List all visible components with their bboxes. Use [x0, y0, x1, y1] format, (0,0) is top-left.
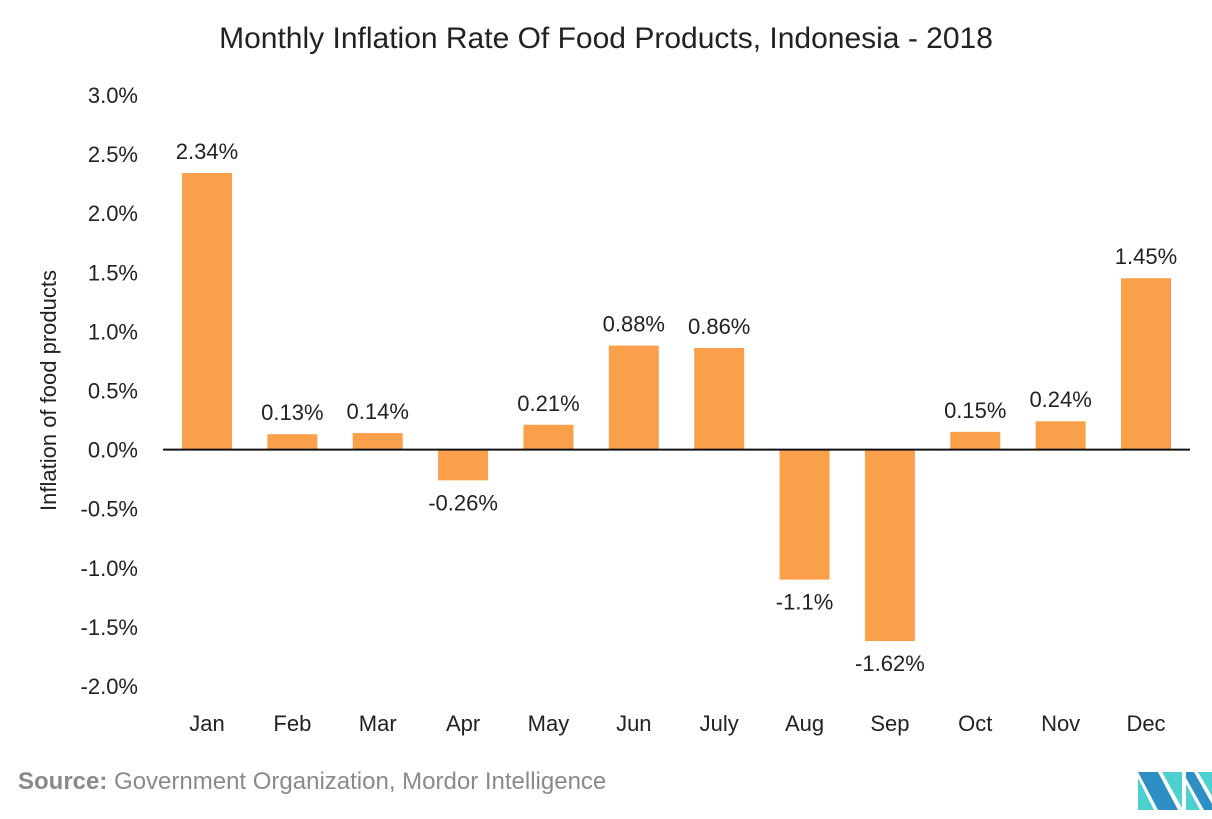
y-tick-label: 1.0%	[88, 319, 138, 344]
y-tick-label: -1.5%	[81, 615, 138, 640]
bar-dec	[1121, 278, 1171, 450]
data-label: 0.21%	[517, 391, 579, 416]
x-tick-label: Oct	[958, 711, 992, 736]
data-label: -1.62%	[855, 651, 925, 676]
x-tick-label: Mar	[359, 711, 397, 736]
bar-oct	[950, 431, 1001, 450]
x-tick-label: Aug	[785, 711, 824, 736]
data-label: 2.34%	[176, 139, 238, 164]
chart-title: Monthly Inflation Rate Of Food Products,…	[219, 22, 993, 55]
y-tick-label: 2.5%	[88, 142, 138, 167]
bar-jun	[608, 345, 659, 450]
data-label: 1.45%	[1115, 244, 1177, 269]
y-tick-label: 3.0%	[88, 83, 138, 108]
bar-aug	[779, 449, 830, 580]
data-label: -0.26%	[428, 490, 498, 515]
y-tick-label: -1.0%	[81, 556, 138, 581]
y-tick-label: 1.5%	[88, 260, 138, 285]
x-tick-label: Apr	[446, 711, 480, 736]
source-note: Source: Government Organization, Mordor …	[18, 768, 606, 796]
x-tick-label: May	[528, 711, 570, 736]
bar-feb	[267, 434, 318, 450]
y-tick-label: 0.5%	[88, 379, 138, 404]
y-axis-label: Inflation of food products	[36, 270, 61, 511]
y-tick-label: -2.0%	[81, 674, 138, 699]
data-label: 0.88%	[603, 312, 665, 337]
x-tick-label: Jan	[189, 711, 224, 736]
data-label: 0.15%	[944, 398, 1006, 423]
data-label: -1.1%	[776, 590, 833, 615]
x-tick-label: Nov	[1041, 711, 1080, 736]
x-tick-label: July	[700, 711, 739, 736]
source-label: Source:	[18, 768, 108, 795]
x-tick-label: Sep	[870, 711, 909, 736]
bar-mar	[352, 433, 403, 450]
bar-apr	[438, 449, 489, 481]
y-tick-label: -0.5%	[81, 497, 138, 522]
x-tick-label: Dec	[1126, 711, 1165, 736]
x-tick-label: Jun	[616, 711, 651, 736]
bar-chart: 3.0% 2.5% 2.0% 1.5% 1.0% 0.5% 0.0% -0.5% -1.0% -1…	[36, 83, 1190, 736]
bar-may	[523, 424, 574, 450]
mordor-intelligence-logo	[1138, 772, 1212, 810]
bar-nov	[1035, 421, 1086, 450]
source-text: Government Organization, Mordor Intellig…	[107, 768, 607, 795]
data-label: 0.86%	[688, 314, 750, 339]
data-label: 0.24%	[1029, 387, 1091, 412]
bar-jan	[182, 173, 232, 450]
bar-july	[694, 347, 745, 450]
x-tick-label: Feb	[273, 711, 311, 736]
y-tick-label: 2.0%	[88, 201, 138, 226]
bar-sep	[864, 449, 915, 642]
y-tick-label: 0.0%	[88, 438, 138, 463]
data-label: 0.14%	[347, 399, 409, 424]
data-label: 0.13%	[261, 400, 323, 425]
